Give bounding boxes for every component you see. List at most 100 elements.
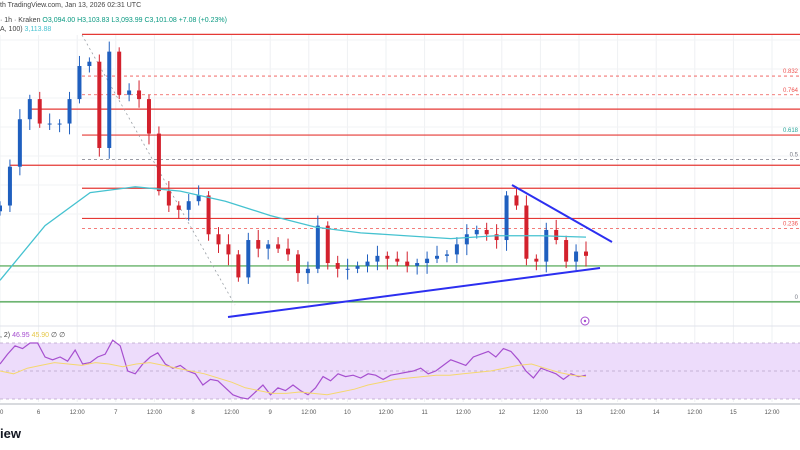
time-axis-tick-label: 12:00	[378, 410, 394, 416]
candle-body	[454, 244, 459, 255]
candle-body	[405, 261, 410, 266]
time-axis-tick-label: 15	[730, 410, 737, 416]
candle-body	[186, 201, 191, 210]
rsi-ma-value: 45.90	[31, 332, 50, 339]
candle-body	[146, 99, 151, 134]
candle-body	[375, 255, 380, 262]
candle-body	[246, 240, 251, 278]
candle-body	[117, 51, 122, 95]
time-axis-tick-label: 6	[37, 410, 41, 416]
fib-level-label: 0.764	[783, 88, 799, 94]
candle-body	[325, 225, 330, 264]
candle-body	[156, 133, 161, 192]
candle-body	[345, 268, 350, 270]
resistance-trendline	[511, 184, 613, 243]
candle-body	[97, 61, 102, 148]
candle-body	[276, 244, 281, 249]
time-axis-tick-label: 12:00	[687, 410, 703, 416]
time-axis-tick-label: 8	[191, 410, 195, 416]
time-axis-tick-label: 12:00	[533, 410, 549, 416]
candle-body	[0, 205, 2, 212]
candle-body	[295, 254, 300, 274]
candle-body	[166, 191, 171, 206]
candle-body	[266, 244, 271, 249]
replay-icon	[580, 316, 590, 326]
time-axis-tick-label: 12:00	[224, 410, 240, 416]
candle-body	[206, 195, 211, 235]
candle-body	[57, 123, 62, 125]
candle-body	[216, 234, 221, 245]
fib-level-label: 0.618	[783, 128, 799, 134]
time-axis-tick-label: 00	[0, 410, 4, 416]
candle-body	[137, 90, 142, 100]
time-axis-tick-label: 7	[114, 410, 118, 416]
candle-body	[544, 229, 549, 262]
sma-legend: A, 100) 3,113.88	[0, 26, 51, 33]
low-value: L3,093.99	[111, 17, 143, 24]
sma-value: 3,113.88	[24, 26, 52, 33]
time-axis-tick-label: 10	[344, 410, 351, 416]
ohlc-legend: · 1h · Kraken O3,094.00 H3,103.83 L3,093…	[0, 17, 227, 24]
candle-body	[435, 255, 440, 259]
candle-body	[37, 99, 42, 124]
candle-body	[524, 205, 529, 259]
time-axis-tick-label: 14	[653, 410, 660, 416]
candle-body	[444, 254, 449, 256]
candle-body	[256, 240, 261, 249]
replay-icon-dot	[583, 319, 587, 323]
candle-body	[355, 265, 360, 269]
candle-body	[27, 99, 32, 120]
close-value: C3,101.08	[144, 17, 177, 24]
time-axis-tick-label: 13	[576, 410, 583, 416]
candle-body	[226, 244, 231, 255]
candle-body	[365, 261, 370, 266]
rsi-extra-1: ∅	[51, 332, 58, 339]
sma-label: A, 100)	[0, 26, 23, 33]
candle-body	[77, 66, 82, 100]
candle-body	[236, 254, 241, 278]
rsi-label: , 2)	[0, 332, 11, 339]
time-axis-tick-label: 12:00	[764, 410, 780, 416]
high-value: H3,103.83	[77, 17, 110, 24]
source-line: th TradingView.com, Jan 13, 2026 02:31 U…	[0, 2, 142, 9]
time-axis-tick-label: 12:00	[147, 410, 163, 416]
candle-body	[554, 229, 559, 241]
candle-body	[315, 225, 320, 269]
time-axis-tick-label: 12	[498, 410, 505, 416]
time-axis-tick-label: 12:00	[456, 410, 472, 416]
candle-body	[87, 61, 92, 67]
rsi-legend: , 2) 46.95 45.90 ∅ ∅	[0, 331, 65, 339]
candle-body	[385, 255, 390, 259]
candle-body	[395, 258, 400, 262]
time-axis-tick-label: 9	[269, 410, 273, 416]
candle-body	[47, 123, 52, 125]
fib-level-label: 0	[795, 295, 799, 301]
candle-body	[425, 258, 430, 264]
symbol-info: · 1h · Kraken	[0, 17, 41, 24]
candle-body	[107, 51, 112, 148]
candle-body	[176, 205, 181, 210]
candle-body	[574, 251, 579, 262]
candle-body	[286, 248, 291, 255]
candle-body	[7, 166, 12, 206]
candle-body	[17, 119, 22, 167]
sma-100-line	[0, 186, 587, 281]
candle-body	[564, 240, 569, 262]
time-axis-tick-label: 11	[421, 410, 428, 416]
candle-body	[305, 268, 310, 274]
fib-level-label: 0.5	[790, 152, 799, 158]
candle-body	[127, 90, 132, 95]
open-value: O3,094.00	[42, 17, 76, 24]
time-axis-tick-label: 12:00	[610, 410, 626, 416]
support-trendline	[227, 267, 601, 318]
change-value: +7.08 (+0.23%)	[178, 17, 227, 24]
rsi-value: 46.95	[12, 332, 30, 339]
candle-body	[484, 229, 489, 235]
candle-body	[504, 195, 509, 241]
rsi-line	[0, 339, 587, 400]
time-axis-tick-label: 12:00	[70, 410, 86, 416]
candle-body	[474, 229, 479, 235]
rsi-ma-line	[0, 362, 587, 396]
candle-body	[534, 258, 539, 262]
